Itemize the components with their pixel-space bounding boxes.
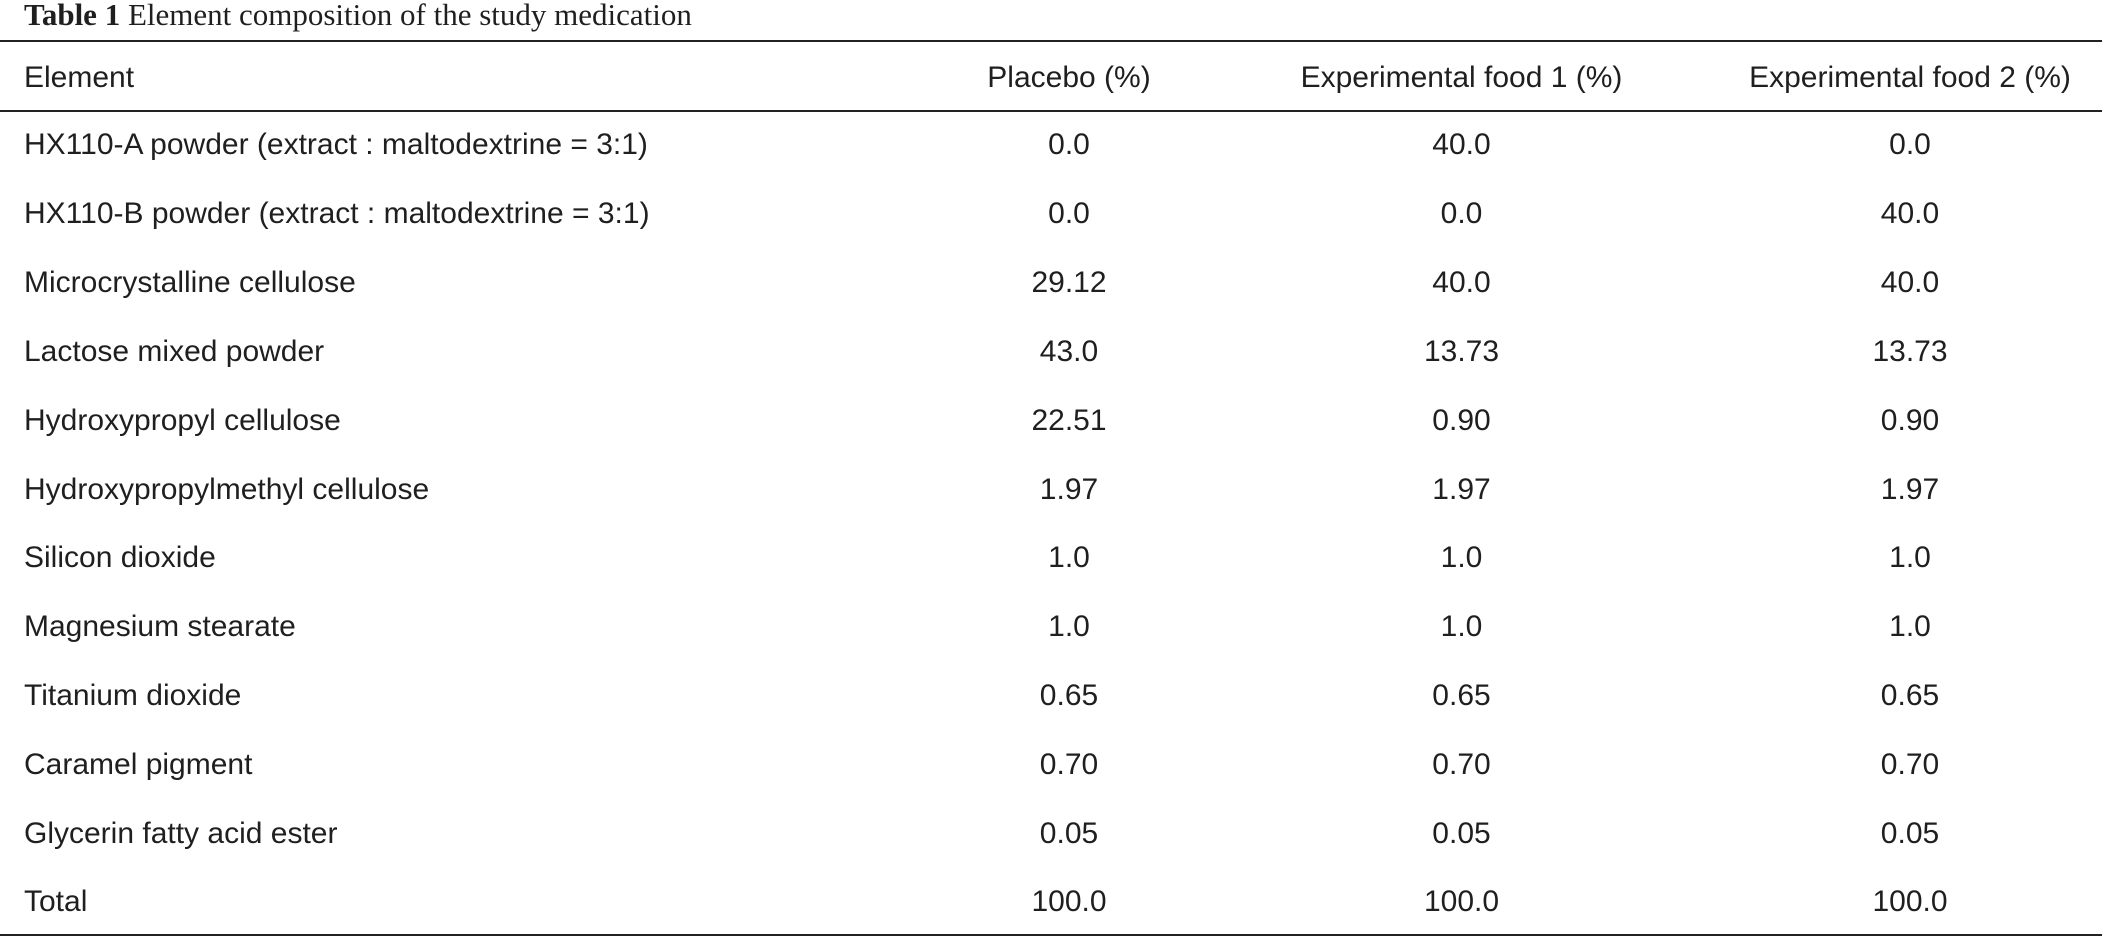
column-header-experimental-food-1: Experimental food 1 (%) [1300, 61, 1623, 94]
table-top-rule [0, 40, 2102, 42]
experimental-food-2-value-cell: 0.0 [1889, 128, 1931, 161]
experimental-food-2-value-cell: 0.65 [1880, 678, 1940, 712]
table-row: HX110-A powder (extract : maltodextrine … [0, 110, 2102, 180]
experimental-food-1-value-cell: 0.05 [1432, 816, 1491, 850]
table-header-rule [0, 110, 2102, 112]
element-name-cell: HX110-B powder (extract : maltodextrine … [24, 197, 650, 231]
experimental-food-2-value-cell: 0.90 [1880, 403, 1940, 437]
experimental-food-1-value-cell: 40.0 [1432, 266, 1491, 300]
experimental-food-2-value-cell: 40.0 [1880, 197, 1940, 231]
experimental-food-2-value-cell: 40.0 [1880, 266, 1940, 300]
element-name-cell: Microcrystalline cellulose [24, 266, 356, 300]
element-name-cell: Hydroxypropylmethyl cellulose [24, 472, 430, 506]
table-row: HX110-B powder (extract : maltodextrine … [0, 180, 2102, 249]
element-name-cell: Hydroxypropyl cellulose [24, 403, 341, 437]
experimental-food-1-value-cell: 0.0 [1440, 197, 1483, 231]
element-name-cell: Titanium dioxide [24, 678, 242, 712]
experimental-food-1-value-cell: 0.70 [1432, 747, 1491, 781]
placebo-value-cell: 1.0 [1048, 610, 1090, 644]
table-row: Hydroxypropyl cellulose 22.51 0.90 0.90 [0, 386, 2102, 455]
column-header-element: Element [24, 61, 135, 94]
experimental-food-1-value-cell: 1.97 [1432, 472, 1491, 506]
placebo-value-cell: 1.0 [1048, 541, 1090, 575]
placebo-value-cell: 0.70 [1039, 747, 1099, 781]
experimental-food-1-value-cell: 40.0 [1432, 128, 1491, 161]
table-caption-title: Element composition of the study medicat… [127, 0, 692, 32]
placebo-value-cell: 29.12 [1031, 266, 1107, 300]
experimental-food-2-value-cell: 1.0 [1889, 610, 1931, 644]
table-caption: Table 1 Element composition of the study… [24, 0, 692, 36]
experimental-food-2-value-cell: 1.97 [1880, 472, 1940, 506]
placebo-value-cell: 0.0 [1048, 197, 1090, 231]
table-row: Caramel pigment 0.70 0.70 0.70 [0, 730, 2102, 799]
table-header-row: Element Placebo (%) Experimental food 1 … [0, 42, 2102, 110]
experimental-food-1-value-cell: 0.65 [1432, 678, 1491, 712]
composition-table: Element Placebo (%) Experimental food 1 … [0, 42, 2102, 937]
element-name-cell: Total [24, 885, 88, 919]
element-name-cell: Glycerin fatty acid ester [24, 816, 338, 850]
table-row: Silicon dioxide 1.0 1.0 1.0 [0, 524, 2102, 593]
table-row: Total 100.0 100.0 100.0 [0, 868, 2102, 937]
element-name-cell: Caramel pigment [24, 747, 253, 781]
element-name-cell: Silicon dioxide [24, 541, 216, 575]
experimental-food-2-value-cell: 0.05 [1880, 816, 1940, 850]
table-caption-label: Table 1 [24, 0, 121, 32]
experimental-food-2-value-cell: 0.70 [1880, 747, 1940, 781]
table-bottom-rule [0, 934, 2102, 936]
experimental-food-1-value-cell: 1.0 [1440, 610, 1483, 644]
table-row: Hydroxypropylmethyl cellulose 1.97 1.97 1.9… [0, 455, 2102, 524]
placebo-value-cell: 1.97 [1039, 472, 1099, 506]
column-header-experimental-food-2: Experimental food 2 (%) [1749, 61, 2071, 94]
placebo-value-cell: 100.0 [1031, 885, 1107, 919]
placebo-value-cell: 43.0 [1039, 334, 1099, 368]
element-name-cell: Lactose mixed powder [24, 334, 325, 368]
experimental-food-2-value-cell: 1.0 [1889, 541, 1931, 575]
table-row: Glycerin fatty acid ester 0.05 0.05 0.05 [0, 799, 2102, 868]
placebo-value-cell: 0.05 [1039, 816, 1099, 850]
table-row: Titanium dioxide 0.65 0.65 0.65 [0, 662, 2102, 731]
table-row: Magnesium stearate 1.0 1.0 1.0 [0, 593, 2102, 662]
experimental-food-1-value-cell: 1.0 [1440, 541, 1483, 575]
experimental-food-1-value-cell: 13.73 [1423, 334, 1500, 368]
experimental-food-2-value-cell: 100.0 [1872, 885, 1948, 919]
experimental-food-1-value-cell: 0.90 [1432, 403, 1491, 437]
table-row: Microcrystalline cellulose 29.12 40.0 40.0 [0, 249, 2102, 318]
placebo-value-cell: 0.65 [1039, 678, 1099, 712]
experimental-food-2-value-cell: 13.73 [1872, 334, 1948, 368]
element-name-cell: Magnesium stearate [24, 610, 296, 644]
placebo-value-cell: 0.0 [1048, 128, 1090, 161]
element-name-cell: HX110-A powder (extract : maltodextrine … [24, 128, 648, 161]
table-body: HX110-A powder (extract : maltodextrine … [0, 110, 2102, 937]
experimental-food-1-value-cell: 100.0 [1423, 885, 1500, 919]
column-header-placebo: Placebo (%) [987, 61, 1151, 94]
placebo-value-cell: 22.51 [1031, 403, 1107, 437]
table-row: Lactose mixed powder 43.0 13.73 13.73 [0, 318, 2102, 387]
